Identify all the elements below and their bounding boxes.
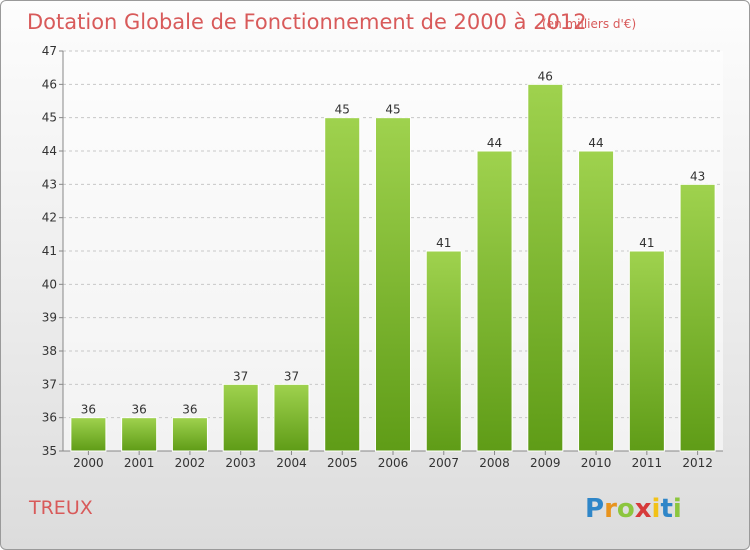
x-tick-label: 2009: [530, 456, 561, 470]
bar: [628, 250, 665, 452]
y-tick-label: 47: [42, 44, 57, 58]
bar: [273, 383, 310, 452]
bar: [121, 417, 158, 452]
x-tick-label: 2011: [632, 456, 663, 470]
x-tick-label: 2001: [124, 456, 155, 470]
data-label: 41: [639, 236, 654, 250]
data-label: 46: [538, 69, 553, 83]
y-tick-label: 42: [42, 211, 57, 225]
bar: [578, 150, 615, 452]
y-tick-label: 41: [42, 244, 57, 258]
x-tick-label: 2004: [276, 456, 307, 470]
x-tick-label: 2008: [479, 456, 510, 470]
y-tick-label: 46: [42, 77, 57, 91]
logo-letter: o: [617, 494, 635, 524]
logo-letter: r: [604, 494, 617, 524]
data-label: 37: [284, 369, 299, 383]
data-label: 36: [132, 403, 147, 417]
y-tick-label: 44: [42, 144, 57, 158]
bar: [374, 117, 412, 452]
bar: [476, 150, 513, 452]
data-label: 45: [385, 103, 400, 117]
y-tick-label: 39: [42, 311, 57, 325]
x-tick-label: 2006: [378, 456, 409, 470]
data-label: 45: [335, 103, 350, 117]
y-tick-label: 40: [42, 277, 57, 291]
proxiti-logo[interactable]: Proxiti: [585, 494, 682, 524]
bar: [222, 383, 259, 452]
x-tick-label: 2005: [327, 456, 358, 470]
bar: [171, 417, 208, 452]
bar: [679, 183, 716, 452]
y-tick-label: 45: [42, 111, 57, 125]
data-label: 43: [690, 169, 705, 183]
logo-letter: P: [585, 494, 604, 524]
x-tick-label: 2012: [682, 456, 713, 470]
bars: [70, 83, 716, 452]
x-tick-label: 2000: [73, 456, 104, 470]
y-tick-label: 43: [42, 177, 57, 191]
logo-letter: i: [652, 494, 661, 524]
y-tick-label: 37: [42, 377, 57, 391]
x-tick-label: 2010: [581, 456, 612, 470]
x-tick-label: 2003: [225, 456, 256, 470]
y-tick-label: 36: [42, 411, 57, 425]
logo-letter: t: [660, 494, 672, 524]
y-tick-label: 35: [42, 444, 57, 458]
data-label: 36: [182, 403, 197, 417]
bar: [527, 83, 564, 452]
logo-letter: i: [673, 494, 682, 524]
place-name: TREUX: [28, 497, 93, 519]
data-label: 37: [233, 369, 248, 383]
bar: [324, 117, 361, 452]
data-label: 36: [81, 403, 96, 417]
chart-subtitle: (en milliers d'€): [542, 17, 636, 31]
chart-title: Dotation Globale de Fonctionnement de 20…: [27, 10, 587, 34]
x-tick-label: 2007: [428, 456, 459, 470]
data-label: 41: [436, 236, 451, 250]
bar: [425, 250, 462, 452]
x-axis: 2000 2001 2002 2003 2004 2005 2006 2007 2008 2009…: [73, 451, 713, 470]
data-labels: 36 36 36 37 37 45 45 41 44 46 44 41 43: [81, 69, 706, 416]
bar: [70, 417, 107, 452]
y-tick-label: 38: [42, 344, 57, 358]
x-tick-label: 2002: [175, 456, 206, 470]
data-label: 44: [487, 136, 502, 150]
data-label: 44: [588, 136, 603, 150]
logo-letter: x: [635, 494, 652, 524]
